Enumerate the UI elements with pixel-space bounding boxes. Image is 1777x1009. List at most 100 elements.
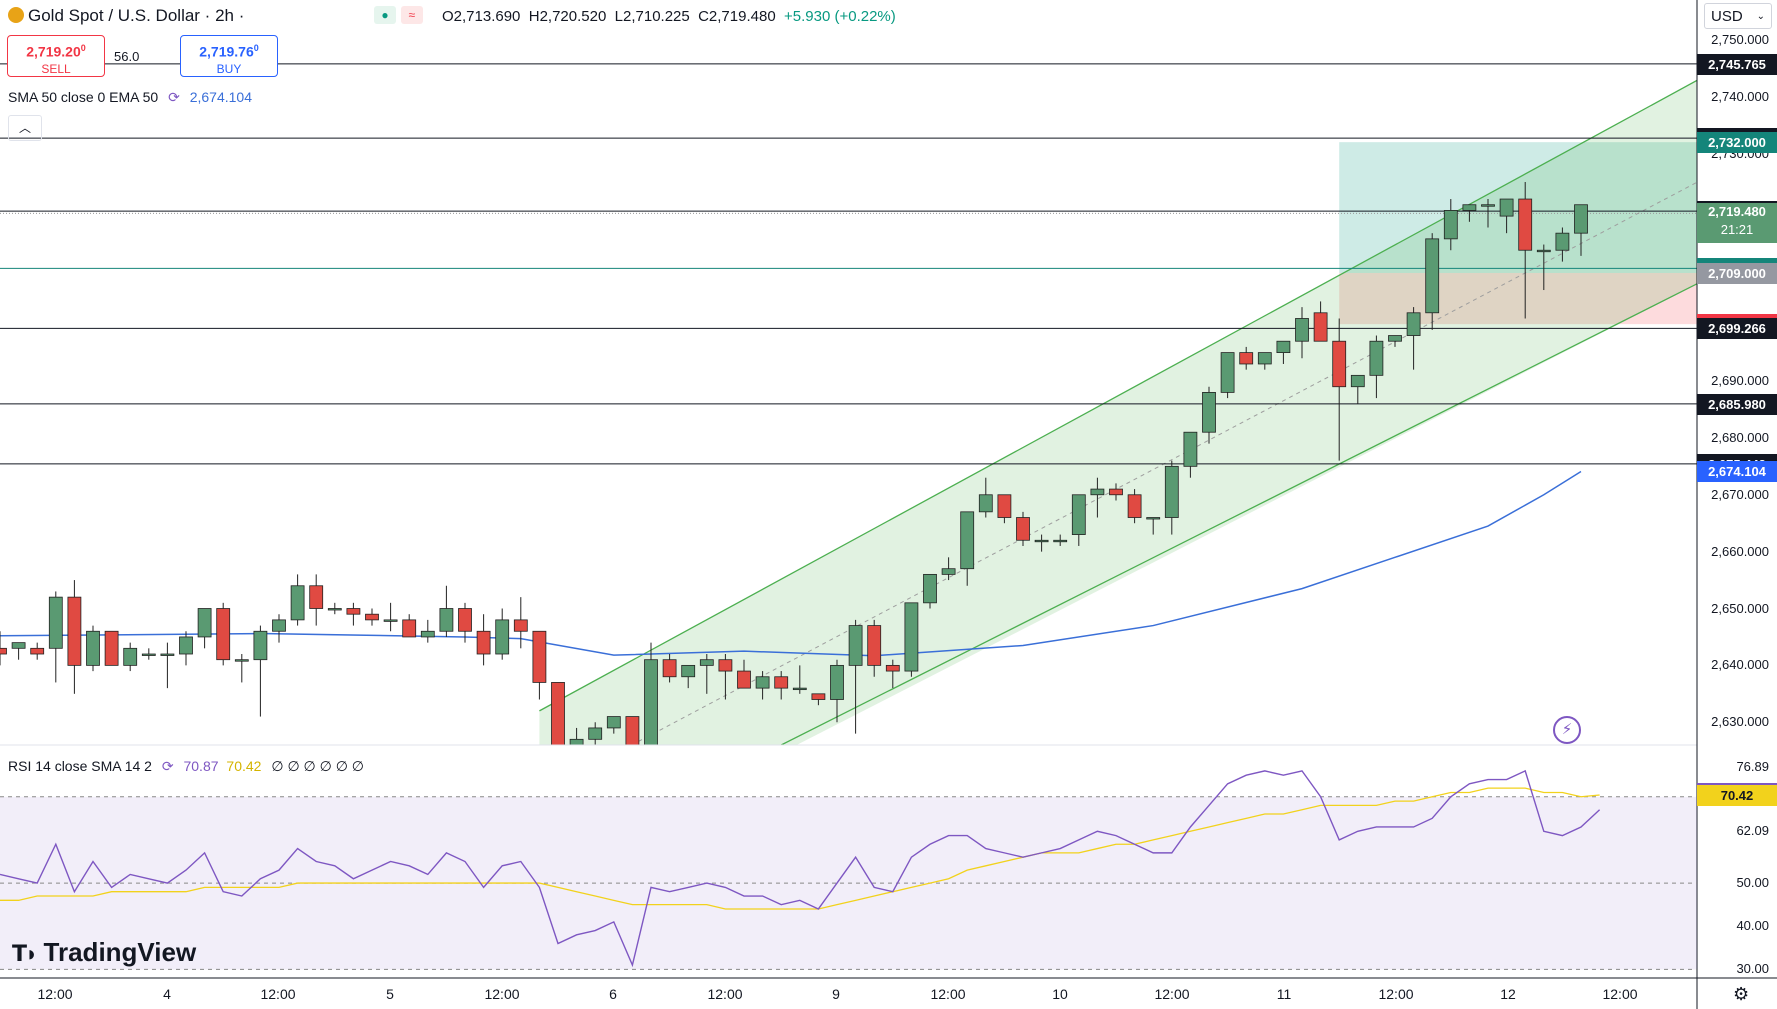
tradingview-logo[interactable]: 𝗧◗ TradingView bbox=[12, 937, 196, 968]
ohlc-readout: O2,713.690 H2,720.520 L2,710.225 C2,719.… bbox=[442, 8, 896, 25]
sell-button[interactable]: 2,719.200 SELL bbox=[7, 35, 105, 77]
candle-body bbox=[1350, 374, 1365, 388]
candle-body bbox=[904, 602, 919, 672]
candle-body bbox=[272, 619, 286, 632]
buy-button[interactable]: 2,719.760 BUY bbox=[180, 35, 278, 77]
symbol-title[interactable]: Gold Spot / U.S. Dollar · 2h · bbox=[8, 6, 244, 26]
price-axis-tick: 2,690.000 bbox=[1711, 373, 1769, 389]
time-axis-tick: 12:00 bbox=[484, 986, 520, 1002]
candle-body bbox=[755, 676, 770, 689]
rsi-legend[interactable]: RSI 14 close SMA 14 2 ⟳ 70.87 70.42 ∅ ∅ … bbox=[8, 758, 364, 775]
delay-icon: ≈ bbox=[400, 6, 423, 24]
candle-body bbox=[551, 682, 565, 745]
candle-body bbox=[365, 613, 379, 621]
indicator-name: SMA 50 close 0 EMA 50 bbox=[8, 89, 159, 105]
candle-body bbox=[234, 659, 249, 662]
collapse-legend-button[interactable]: ︿ bbox=[8, 115, 42, 141]
candle-body bbox=[458, 608, 472, 632]
candle-body bbox=[309, 585, 324, 609]
candle-body bbox=[867, 625, 882, 666]
candle-body bbox=[1016, 517, 1030, 541]
settings-icon[interactable]: ⚙ bbox=[1733, 984, 1750, 1004]
rsi-axis-tick: 30.00 bbox=[1736, 961, 1769, 977]
candle-body bbox=[495, 619, 510, 655]
candle-body bbox=[718, 659, 733, 672]
status-indicators[interactable]: ● ≈ bbox=[374, 4, 423, 24]
candle-body bbox=[625, 716, 640, 745]
time-axis-tick: 12:00 bbox=[1154, 986, 1190, 1002]
candle-body bbox=[1406, 312, 1421, 336]
candle-body bbox=[978, 494, 993, 513]
buy-price: 2,719.76 bbox=[199, 43, 254, 60]
rsi-axis-tick: 76.89 bbox=[1736, 759, 1769, 775]
candle-body bbox=[179, 636, 193, 655]
buy-label: BUY bbox=[216, 61, 242, 76]
price-tag: 2,719.480 21:21 bbox=[1697, 203, 1777, 244]
candle-body bbox=[1257, 352, 1272, 365]
candle-body bbox=[1295, 318, 1309, 342]
candle-body bbox=[811, 693, 826, 700]
price-axis-tick: 2,750.000 bbox=[1711, 31, 1769, 47]
candle-body bbox=[346, 608, 361, 615]
time-axis-tick: 6 bbox=[609, 986, 617, 1002]
ema50-line bbox=[0, 470, 1582, 657]
channel-fill bbox=[539, 80, 1697, 745]
candle-body bbox=[0, 647, 7, 655]
rsi-axis-tick: 62.09 bbox=[1736, 822, 1769, 838]
change-value: +5.930 (+0.22%) bbox=[784, 8, 896, 25]
candle-body bbox=[253, 630, 268, 661]
candle-body bbox=[11, 642, 26, 649]
candle-body bbox=[699, 659, 714, 666]
candle-body bbox=[1202, 392, 1216, 433]
sell-price: 2,719.20 bbox=[26, 43, 81, 60]
candle-body bbox=[1071, 494, 1086, 535]
candle-body bbox=[1388, 335, 1402, 342]
candle-body bbox=[1109, 488, 1123, 496]
candle-body bbox=[1127, 494, 1142, 518]
flash-icon[interactable]: ⚡ bbox=[1553, 716, 1581, 744]
candle-body bbox=[662, 659, 677, 678]
candle-body bbox=[1536, 249, 1551, 253]
time-axis-tick: 12:00 bbox=[37, 986, 73, 1002]
price-axis-tick: 2,640.000 bbox=[1711, 657, 1769, 673]
tv-logo-icon: 𝗧◗ bbox=[12, 941, 38, 966]
channel-median-line bbox=[630, 181, 1697, 745]
candle-body bbox=[923, 573, 937, 604]
price-pane bbox=[0, 63, 1697, 745]
rsi-tag: 70.42 bbox=[1697, 784, 1777, 806]
rsi-axis-tick: 40.00 bbox=[1736, 918, 1769, 934]
spread-value: 56.0 bbox=[114, 49, 140, 64]
sell-label: SELL bbox=[41, 61, 71, 76]
candle-body bbox=[1443, 210, 1458, 240]
price-axis-tick: 2,680.000 bbox=[1711, 429, 1769, 445]
candle-body bbox=[792, 687, 807, 691]
candle-body bbox=[588, 727, 603, 740]
indicator-legend[interactable]: SMA 50 close 0 EMA 50 ⟳ 2,674.104 bbox=[8, 89, 252, 106]
candle-body bbox=[67, 596, 82, 666]
candle-body bbox=[86, 630, 100, 666]
buy-price-sup: 0 bbox=[253, 43, 259, 53]
open-value: O2,713.690 bbox=[442, 8, 521, 25]
candle-body bbox=[123, 647, 138, 666]
candle-body bbox=[104, 630, 119, 666]
candle-body bbox=[1313, 312, 1328, 342]
bar-countdown: 21:21 bbox=[1720, 222, 1754, 238]
time-axis-tick: 5 bbox=[386, 986, 394, 1002]
candle-body bbox=[216, 608, 231, 661]
price-axis-tick: 2,740.000 bbox=[1711, 88, 1769, 104]
candle-body bbox=[1425, 238, 1440, 314]
candle-body bbox=[30, 647, 45, 655]
candle-body bbox=[1462, 204, 1477, 211]
symbol-name: Gold Spot / U.S. Dollar · 2h · bbox=[28, 6, 245, 25]
candle-body bbox=[830, 664, 844, 700]
rsi-name: RSI 14 close SMA 14 2 bbox=[8, 758, 152, 774]
candle-body bbox=[532, 630, 547, 683]
candle-body bbox=[848, 625, 863, 666]
currency-select[interactable]: USD ⌄ bbox=[1704, 3, 1772, 29]
candle-body bbox=[997, 494, 1012, 518]
candle-body bbox=[1053, 539, 1068, 543]
market-open-icon: ● bbox=[374, 6, 396, 24]
candle-body bbox=[1276, 340, 1291, 353]
price-tag: 2,709.000 bbox=[1697, 262, 1777, 284]
